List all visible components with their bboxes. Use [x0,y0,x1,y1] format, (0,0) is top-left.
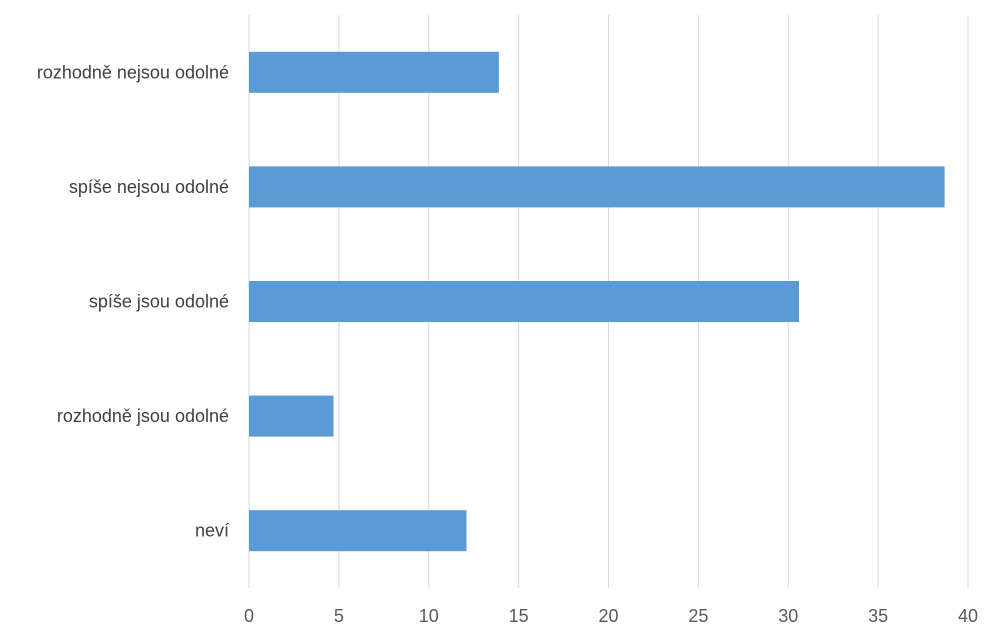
x-tick-label: 35 [868,606,888,626]
category-label: rozhodně nejsou odolné [37,62,229,82]
bars [249,51,945,552]
category-labels: rozhodně nejsou odolné spíše nejsou odoln… [37,62,229,540]
x-tick-label: 25 [688,606,708,626]
bar [249,510,467,552]
x-tick-label: 15 [509,606,529,626]
bar [249,51,499,93]
x-tick-label: 10 [419,606,439,626]
category-label: neví [195,521,229,541]
x-tick-label: 20 [598,606,618,626]
x-tick-label: 30 [778,606,798,626]
x-tick-label: 0 [244,606,254,626]
bar [249,395,334,437]
bar [249,281,800,322]
category-label: spíše nejsou odolné [69,177,229,197]
x-tick-label: 5 [334,606,344,626]
category-label: rozhodně jsou odolné [57,406,229,426]
category-label: spíše jsou odolné [89,292,229,312]
x-axis-tick-labels: 0 5 10 15 20 25 30 35 40 [244,606,978,626]
x-tick-label: 40 [958,606,978,626]
bar [249,166,945,208]
